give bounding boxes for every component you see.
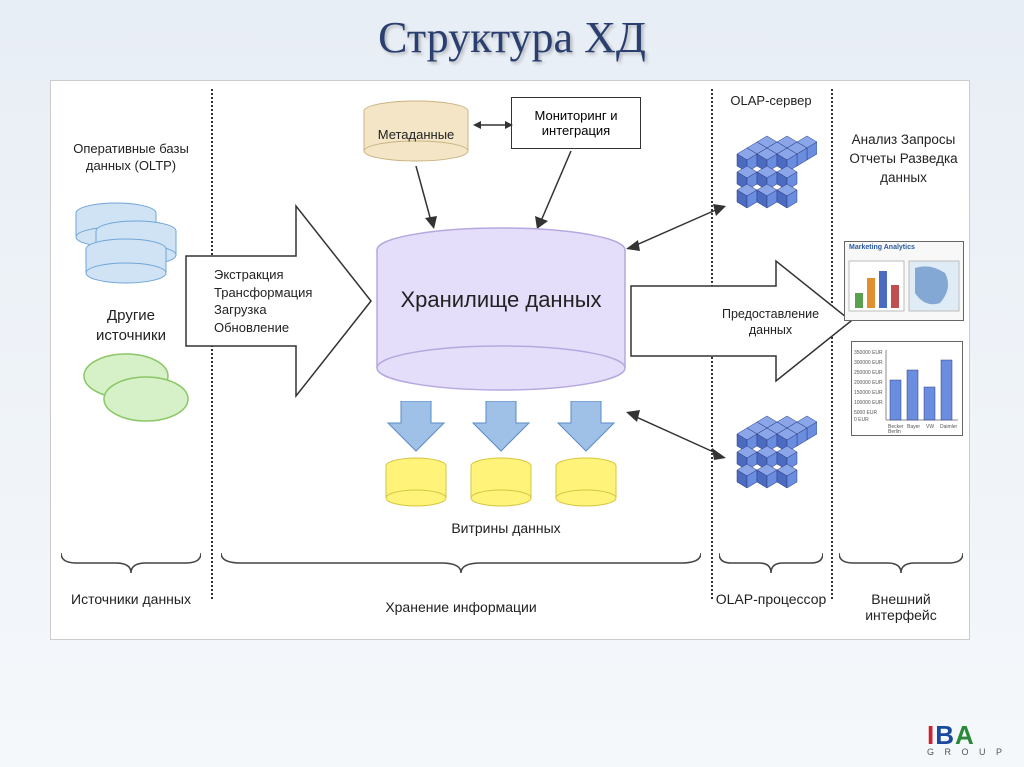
label-etl: Экстракция Трансформация Загрузка Обновл… xyxy=(214,266,332,336)
label-provide: Предоставление данных xyxy=(713,306,828,339)
bracket-2 xyxy=(221,553,701,575)
page-title: Структура ХД xyxy=(0,0,1024,63)
label-warehouse: Хранилище данных xyxy=(396,286,606,315)
label-monitoring: Мониторинг и интеграция xyxy=(515,108,637,138)
svg-text:250000 EUR: 250000 EUR xyxy=(854,370,883,376)
datamart-cylinders-icon xyxy=(381,456,631,516)
svg-text:100000 EUR: 100000 EUR xyxy=(854,400,883,406)
label-analysis: Анализ Запросы Отчеты Разведка данных xyxy=(846,131,961,188)
svg-text:350000 EUR: 350000 EUR xyxy=(854,350,883,356)
svg-text:Bayer: Bayer xyxy=(907,424,920,430)
report-analytics-icon: Marketing Analytics xyxy=(844,241,964,321)
svg-text:Berlin: Berlin xyxy=(888,429,901,435)
label-datamarts: Витрины данных xyxy=(431,519,581,537)
svg-text:VW: VW xyxy=(926,424,934,430)
down-arrows-icon xyxy=(386,401,616,456)
logo-subtitle: G R O U P xyxy=(927,747,1006,757)
bracket-3 xyxy=(719,553,823,575)
svg-text:200000 EUR: 200000 EUR xyxy=(854,380,883,386)
diagram-canvas: Оперативные базы данных (OLTP) Другие ис… xyxy=(50,80,970,640)
monitoring-box: Мониторинг и интеграция xyxy=(511,97,641,149)
label-oltp: Оперативные базы данных (OLTP) xyxy=(56,141,206,175)
double-arrow-wh-cube-bottom xyxy=(626,406,731,466)
svg-text:Daimler: Daimler xyxy=(940,424,958,430)
double-arrow-wh-cube-top xyxy=(626,201,731,256)
section-label-4: Внешний интерфейс xyxy=(836,591,966,623)
olap-cube-top-icon xyxy=(727,131,817,221)
label-other-sources: Другие источники xyxy=(71,306,191,345)
bracket-1 xyxy=(61,553,201,575)
section-label-3: OLAP-процессор xyxy=(713,591,829,607)
svg-text:300000 EUR: 300000 EUR xyxy=(854,360,883,366)
logo-iba: IBA G R O U P xyxy=(927,720,1006,757)
section-label-1: Источники данных xyxy=(61,591,201,607)
svg-text:5000 EUR: 5000 EUR xyxy=(854,410,877,416)
label-metadata: Метаданные xyxy=(371,127,461,144)
svg-text:0 EUR: 0 EUR xyxy=(854,417,869,423)
arrow-monitoring-to-wh xyxy=(531,151,591,236)
olap-cube-bottom-icon xyxy=(727,411,817,501)
label-olap-server: OLAP-сервер xyxy=(716,93,826,110)
bracket-4 xyxy=(839,553,963,575)
report-barchart-icon: 350000 EUR 300000 EUR 250000 EUR 200000 … xyxy=(851,341,963,436)
svg-text:150000 EUR: 150000 EUR xyxy=(854,390,883,396)
section-label-2: Хранение информации xyxy=(221,599,701,615)
double-arrow-meta-monitoring xyxy=(473,117,513,133)
